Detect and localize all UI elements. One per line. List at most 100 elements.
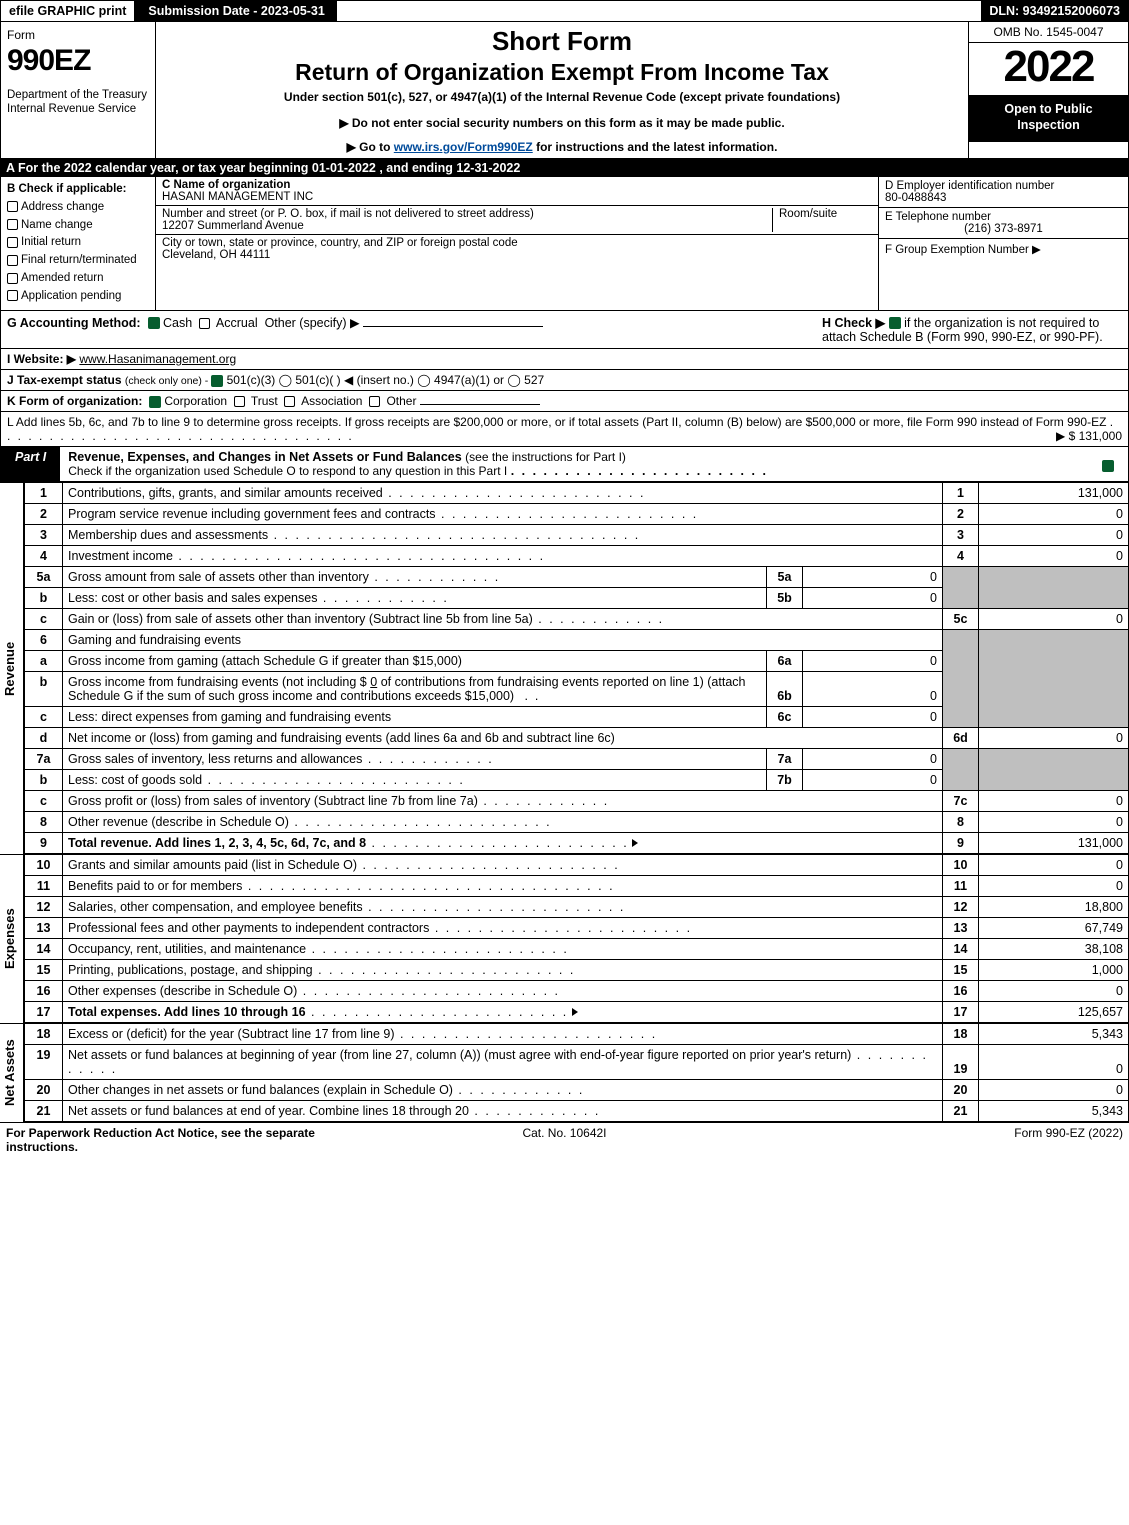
k-other-blank[interactable] <box>420 404 540 405</box>
l1-val: 131,000 <box>979 482 1129 503</box>
l2-num: 2 <box>25 503 63 524</box>
section-g-h: G Accounting Method: Cash Accrual Other … <box>0 311 1129 349</box>
l5c-num: c <box>25 608 63 629</box>
org-city: Cleveland, OH 44111 <box>162 249 270 261</box>
l21-num: 21 <box>25 1100 63 1121</box>
form-header: Form 990EZ Department of the Treasury In… <box>0 22 1129 159</box>
chk-assoc[interactable] <box>284 396 295 407</box>
l7b-sv: 0 <box>803 769 943 790</box>
l6a-num: a <box>25 650 63 671</box>
l6a-sv: 0 <box>803 650 943 671</box>
chk-accrual[interactable] <box>199 318 210 329</box>
l12-val: 18,800 <box>979 896 1129 917</box>
row-5c: c Gain or (loss) from sale of assets oth… <box>25 608 1129 629</box>
opt-name-change: Name change <box>21 219 93 231</box>
chk-address-change[interactable] <box>7 201 18 212</box>
i-label: I Website: ▶ <box>7 352 76 366</box>
part-i-sub: (see the instructions for Part I) <box>465 450 626 464</box>
chk-trust[interactable] <box>234 396 245 407</box>
l-val: ▶ $ 131,000 <box>1056 429 1122 443</box>
l-text: L Add lines 5b, 6c, and 7b to line 9 to … <box>7 415 1106 429</box>
l15-num: 15 <box>25 959 63 980</box>
l5c-val: 0 <box>979 608 1129 629</box>
row-5a: 5a Gross amount from sale of assets othe… <box>25 566 1129 587</box>
l3-desc: Membership dues and assessments <box>68 528 268 542</box>
side-expenses: Expenses <box>0 854 24 1023</box>
l5a-sv: 0 <box>803 566 943 587</box>
l5c-code: 5c <box>943 608 979 629</box>
efile-print-button[interactable]: efile GRAPHIC print <box>1 1 136 21</box>
l3-val: 0 <box>979 524 1129 545</box>
l7a-sc: 7a <box>767 748 803 769</box>
l15-code: 15 <box>943 959 979 980</box>
chk-h-filled[interactable] <box>889 317 901 329</box>
row-18: 18 Excess or (deficit) for the year (Sub… <box>25 1023 1129 1044</box>
submission-date-box: Submission Date - 2023-05-31 <box>136 1 336 21</box>
c-city-label: City or town, state or province, country… <box>162 237 518 249</box>
revenue-block: Revenue 1 Contributions, gifts, grants, … <box>0 482 1129 854</box>
section-i-website: I Website: ▶ www.Hasanimanagement.org <box>0 349 1129 370</box>
chk-cash-filled[interactable] <box>148 317 160 329</box>
chk-schedule-o[interactable] <box>1102 460 1114 472</box>
l5b-num: b <box>25 587 63 608</box>
j-sub: (check only one) - <box>125 375 211 387</box>
l4-num: 4 <box>25 545 63 566</box>
header-left: Form 990EZ Department of the Treasury In… <box>1 22 156 158</box>
l6-desc: Gaming and fundraising events <box>68 633 241 647</box>
row-7a: 7a Gross sales of inventory, less return… <box>25 748 1129 769</box>
l6a-sc: 6a <box>767 650 803 671</box>
b-label: B Check if applicable: <box>7 183 127 195</box>
d-label: D Employer identification number <box>885 180 1054 192</box>
chk-amended-return[interactable] <box>7 273 18 284</box>
c-street-row: Number and street (or P. O. box, if mail… <box>156 206 878 235</box>
goto-post: for instructions and the latest informat… <box>536 140 777 154</box>
chk-initial-return[interactable] <box>7 237 18 248</box>
l6b-sc: 6b <box>767 671 803 706</box>
l7c-val: 0 <box>979 790 1129 811</box>
chk-final-return[interactable] <box>7 255 18 266</box>
l5a-sc: 5a <box>767 566 803 587</box>
chk-other[interactable] <box>369 396 380 407</box>
chk-application-pending[interactable] <box>7 290 18 301</box>
l5a-desc: Gross amount from sale of assets other t… <box>68 570 369 584</box>
l9-desc: Total revenue. Add lines 1, 2, 3, 4, 5c,… <box>68 836 366 850</box>
g-label: G Accounting Method: <box>7 316 141 330</box>
row-13: 13 Professional fees and other payments … <box>25 917 1129 938</box>
row-1: 1 Contributions, gifts, grants, and simi… <box>25 482 1129 503</box>
l16-num: 16 <box>25 980 63 1001</box>
l7ab-grey-code <box>943 748 979 790</box>
l17-desc: Total expenses. Add lines 10 through 16 <box>68 1005 306 1019</box>
l4-val: 0 <box>979 545 1129 566</box>
return-title: Return of Organization Exempt From Incom… <box>164 59 960 86</box>
g-other-blank[interactable] <box>363 326 543 327</box>
l8-num: 8 <box>25 811 63 832</box>
chk-501c3-filled[interactable] <box>211 375 223 387</box>
part-i-checkbox-cell <box>1088 447 1128 481</box>
top-bar: efile GRAPHIC print Submission Date - 20… <box>0 0 1129 22</box>
part-i-title-text: Revenue, Expenses, and Changes in Net As… <box>68 450 461 464</box>
irs-link[interactable]: www.irs.gov/Form990EZ <box>394 140 533 154</box>
website-value[interactable]: www.Hasanimanagement.org <box>79 352 236 366</box>
section-j-status: J Tax-exempt status (check only one) - 5… <box>0 370 1129 391</box>
l11-code: 11 <box>943 875 979 896</box>
short-form-title: Short Form <box>164 26 960 57</box>
l11-val: 0 <box>979 875 1129 896</box>
l5c-desc: Gain or (loss) from sale of assets other… <box>68 612 533 626</box>
l11-desc: Benefits paid to or for members <box>68 879 242 893</box>
l20-val: 0 <box>979 1079 1129 1100</box>
l3-num: 3 <box>25 524 63 545</box>
l13-num: 13 <box>25 917 63 938</box>
row-2: 2 Program service revenue including gove… <box>25 503 1129 524</box>
c-name-row: C Name of organization HASANI MANAGEMENT… <box>156 177 878 206</box>
h-check: H Check ▶ if the organization is not req… <box>822 315 1122 344</box>
k-other: Other <box>386 394 416 408</box>
l10-desc: Grants and similar amounts paid (list in… <box>68 858 357 872</box>
l18-num: 18 <box>25 1023 63 1044</box>
topbar-filler <box>337 1 982 21</box>
chk-name-change[interactable] <box>7 219 18 230</box>
row-10: 10 Grants and similar amounts paid (list… <box>25 854 1129 875</box>
chk-corp-filled[interactable] <box>149 396 161 408</box>
dln-box: DLN: 93492152006073 <box>981 1 1128 21</box>
l7b-num: b <box>25 769 63 790</box>
under-section: Under section 501(c), 527, or 4947(a)(1)… <box>164 90 960 104</box>
